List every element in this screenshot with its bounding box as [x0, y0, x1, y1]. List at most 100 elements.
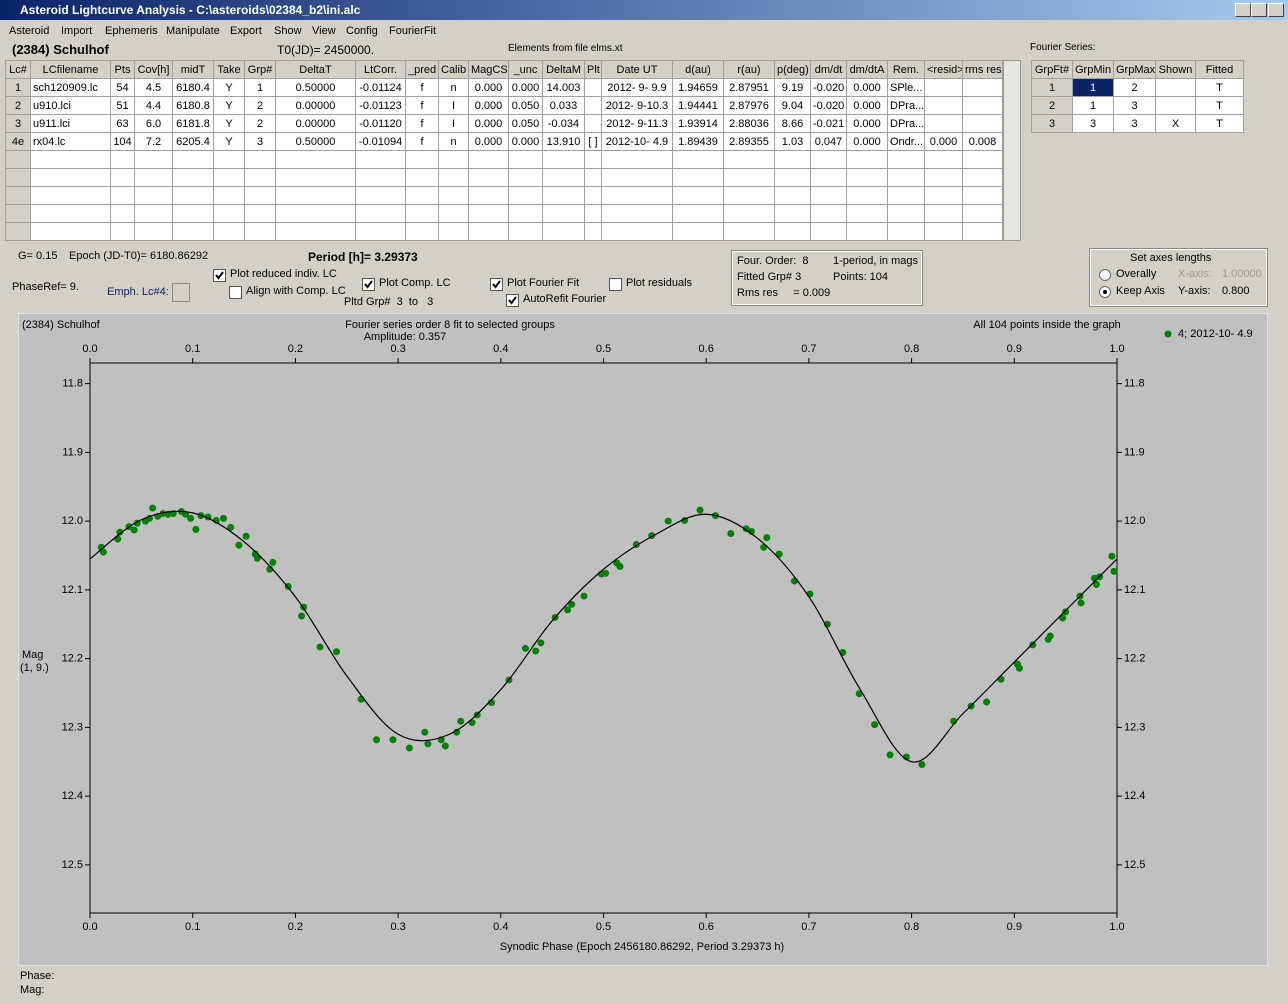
table-cell[interactable]: 3: [1072, 114, 1114, 133]
table-cell[interactable]: [405, 150, 439, 169]
table-cell[interactable]: [405, 186, 439, 205]
table-cell[interactable]: 1.94659: [672, 78, 724, 97]
table-cell[interactable]: [584, 186, 602, 205]
table-cell[interactable]: 0.000: [846, 132, 888, 151]
table-cell[interactable]: [846, 204, 888, 223]
checkbox-label[interactable]: AutoRefit Fourier: [523, 293, 607, 305]
table-cell[interactable]: Y: [213, 132, 245, 151]
table-cell[interactable]: 2: [244, 114, 276, 133]
menu-item[interactable]: Manipulate: [166, 25, 220, 37]
table-cell[interactable]: 2: [1031, 96, 1073, 115]
table-cell[interactable]: [134, 204, 173, 223]
table-cell[interactable]: [438, 150, 469, 169]
table-cell[interactable]: [355, 186, 406, 205]
table-cell[interactable]: [275, 204, 356, 223]
checkbox[interactable]: [490, 278, 503, 291]
table-cell[interactable]: f: [405, 132, 439, 151]
table-cell[interactable]: f: [405, 96, 439, 115]
table-cell[interactable]: [924, 78, 963, 97]
table-cell[interactable]: 0.008: [962, 132, 1003, 151]
checkbox[interactable]: [213, 269, 226, 282]
table-cell[interactable]: 14.003: [542, 78, 585, 97]
table-cell[interactable]: [355, 204, 406, 223]
checkbox-label[interactable]: Plot Comp. LC: [379, 277, 451, 289]
radio-label[interactable]: Overally: [1116, 268, 1157, 280]
table-cell[interactable]: 2.87976: [723, 96, 775, 115]
checkbox-label[interactable]: Plot Fourier Fit: [507, 277, 580, 289]
table-cell[interactable]: 2012- 9-10.3: [601, 96, 673, 115]
table-cell[interactable]: -0.020: [810, 96, 847, 115]
table-row[interactable]: [5, 168, 1003, 187]
table-cell[interactable]: 2.88036: [723, 114, 775, 133]
table-cell[interactable]: [5, 222, 31, 241]
table-cell[interactable]: 0.50000: [275, 132, 356, 151]
table-cell[interactable]: 3: [1031, 114, 1073, 133]
table-cell[interactable]: [774, 222, 811, 241]
table-cell[interactable]: 1.94441: [672, 96, 724, 115]
table-cell[interactable]: 0.000: [508, 132, 543, 151]
table-cell[interactable]: 0.047: [810, 132, 847, 151]
table-cell[interactable]: 1: [5, 78, 31, 97]
table-cell[interactable]: [5, 150, 31, 169]
checkbox-label[interactable]: Plot reduced indiv. LC: [230, 268, 337, 280]
table-cell[interactable]: [924, 222, 963, 241]
menu-item[interactable]: Show: [274, 25, 302, 37]
checkbox[interactable]: [229, 286, 242, 299]
checkbox[interactable]: [609, 278, 622, 291]
table-cell[interactable]: [601, 222, 673, 241]
table-cell[interactable]: [887, 150, 925, 169]
table-cell[interactable]: 3: [244, 132, 276, 151]
table-cell[interactable]: [5, 186, 31, 205]
menu-item[interactable]: Import: [61, 25, 93, 37]
table-cell[interactable]: [172, 204, 214, 223]
table-cell[interactable]: rx04.lc: [30, 132, 111, 151]
table-cell[interactable]: [468, 168, 509, 187]
table-cell[interactable]: I: [438, 114, 469, 133]
table-cell[interactable]: [134, 168, 173, 187]
table-cell[interactable]: 104: [110, 132, 135, 151]
table-cell[interactable]: [244, 168, 276, 187]
table-cell[interactable]: [672, 204, 724, 223]
table-cell[interactable]: [508, 186, 543, 205]
table-cell[interactable]: [468, 204, 509, 223]
table-cell[interactable]: 0.000: [846, 114, 888, 133]
table-cell[interactable]: 54: [110, 78, 135, 97]
table-cell[interactable]: [508, 168, 543, 187]
table-cell[interactable]: [438, 204, 469, 223]
table-cell[interactable]: 1.03: [774, 132, 811, 151]
table-cell[interactable]: [30, 150, 111, 169]
table-cell[interactable]: [924, 168, 963, 187]
table-cell[interactable]: -0.01123: [355, 96, 406, 115]
checkbox[interactable]: [362, 278, 375, 291]
table-cell[interactable]: [924, 186, 963, 205]
table-cell[interactable]: 4.4: [134, 96, 173, 115]
table-cell[interactable]: 6180.8: [172, 96, 214, 115]
table-cell[interactable]: n: [438, 78, 469, 97]
table-cell[interactable]: T: [1195, 96, 1244, 115]
table-cell[interactable]: [584, 222, 602, 241]
table-cell[interactable]: [672, 150, 724, 169]
table-cell[interactable]: 51: [110, 96, 135, 115]
table-cell[interactable]: 2: [1113, 78, 1156, 97]
table-cell[interactable]: [887, 204, 925, 223]
table-cell[interactable]: [213, 150, 245, 169]
table-cell[interactable]: 6.0: [134, 114, 173, 133]
table-cell[interactable]: [542, 186, 585, 205]
table-cell[interactable]: [172, 168, 214, 187]
window-button[interactable]: [1235, 3, 1251, 17]
table-cell[interactable]: I: [438, 96, 469, 115]
table-cell[interactable]: [542, 204, 585, 223]
table-cell[interactable]: 3: [5, 114, 31, 133]
table-cell[interactable]: [601, 204, 673, 223]
table-cell[interactable]: [542, 150, 585, 169]
table-cell[interactable]: [584, 168, 602, 187]
table-cell[interactable]: [355, 222, 406, 241]
table-cell[interactable]: u911.lci: [30, 114, 111, 133]
table-cell[interactable]: 7.2: [134, 132, 173, 151]
table-cell[interactable]: [508, 222, 543, 241]
table-cell[interactable]: T: [1195, 78, 1244, 97]
table-cell[interactable]: 3: [1113, 114, 1156, 133]
table-cell[interactable]: -0.034: [542, 114, 585, 133]
checkbox[interactable]: [506, 294, 519, 307]
